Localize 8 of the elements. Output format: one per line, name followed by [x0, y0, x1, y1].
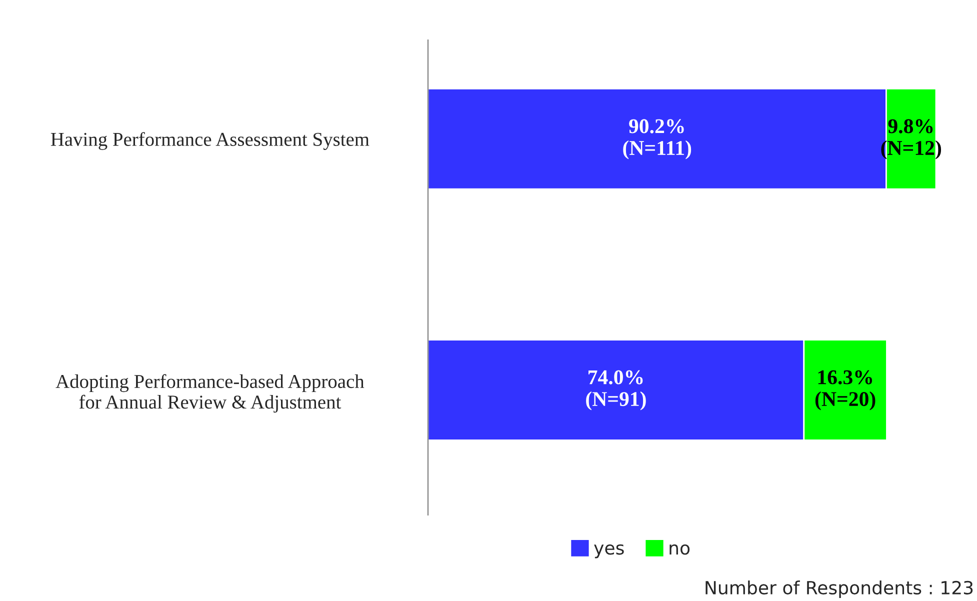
data-label: 16.3% (N=20) [815, 370, 876, 410]
data-label: 90.2% (N=111) [623, 119, 692, 160]
text: Number of Respondents : 123 [706, 580, 973, 598]
legend-label: no [670, 544, 690, 555]
data-label: 74.0% (N=91) [586, 370, 646, 410]
legend-label: yes [594, 544, 624, 558]
y-tick-label: Adopting Performance-based Approach for Annual Review & Adjustment [56, 374, 364, 413]
y-tick-label: Having Performance Assessment System [50, 132, 370, 150]
